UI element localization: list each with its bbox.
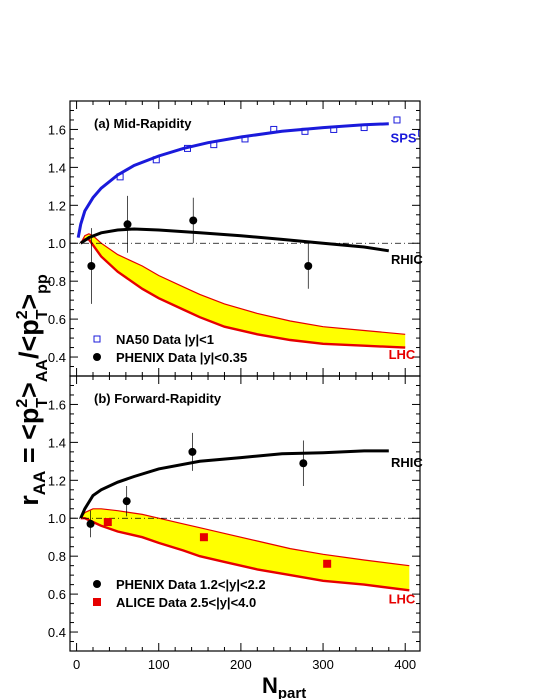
legend-entry: PHENIX Data |y|<0.35 [116, 350, 247, 365]
curve-label-rhic: RHIC [391, 252, 423, 267]
panel-title: (b) Forward-Rapidity [94, 391, 222, 406]
data-point-circle [304, 262, 313, 270]
legend-entry: PHENIX Data 1.2<|y|<2.2 [116, 577, 266, 592]
panel-mid-rapidity [69, 100, 421, 377]
curve-label-lhc: LHC [389, 347, 416, 362]
y-tick-label: 1.0 [48, 511, 66, 526]
data-point-circle [189, 216, 198, 225]
data-point-circle [87, 262, 96, 270]
data-point-square-open [270, 125, 278, 133]
lhc-band [80, 233, 406, 348]
lhc-band-upper-edge [80, 508, 410, 567]
legend-marker [93, 580, 101, 588]
y-tick-label: 1.4 [48, 435, 66, 450]
data-point-circle [299, 459, 308, 468]
panel-title: (a) Mid-Rapidity [94, 116, 192, 131]
y-tick-label: 1.4 [48, 160, 66, 175]
legend-marker [93, 335, 101, 343]
data-point-square-open [183, 144, 191, 152]
y-tick-label: 0.6 [48, 587, 66, 602]
panel-frame [69, 375, 421, 652]
y-tick-label: 1.6 [48, 122, 66, 137]
panel-forward-rapidity [69, 375, 421, 652]
y-tick-label: 0.4 [48, 350, 66, 365]
data-point-square [199, 533, 208, 542]
data-point-square-open [116, 173, 124, 181]
x-tick-label: 200 [230, 657, 252, 672]
data-point-square-open [152, 156, 160, 164]
curve-label-sps: SPS [391, 131, 417, 146]
data-point-square-open [393, 116, 401, 124]
y-tick-label: 0.6 [48, 312, 66, 327]
data-point-circle [122, 497, 131, 506]
data-point-circle [188, 447, 197, 456]
x-tick-label: 0 [73, 657, 80, 672]
data-point-square [323, 559, 332, 568]
data-point-circle [123, 220, 132, 229]
legend-entry: ALICE Data 2.5<|y|<4.0 [116, 595, 256, 610]
plot-area [70, 432, 420, 592]
rhic-curve [79, 227, 390, 253]
legend-marker [93, 353, 101, 361]
x-tick-label: 300 [312, 657, 334, 672]
legend-entry: NA50 Data |y|<1 [116, 332, 214, 347]
x-axis-label: Npart [262, 673, 306, 699]
lhc-band-upper-edge [80, 233, 406, 335]
y-tick-label: 0.8 [48, 549, 66, 564]
rhic-curve [79, 449, 389, 519]
x-tick-label: 100 [148, 657, 170, 672]
data-point-square-open [418, 129, 420, 137]
y-tick-label: 0.8 [48, 274, 66, 289]
lhc-band [80, 508, 410, 591]
data-point-square-open [241, 135, 249, 143]
y-tick-label: 1.6 [48, 397, 66, 412]
y-axis-label: rAA = <p2 T>AA/<p2 T>pp [14, 274, 51, 506]
y-tick-label: 0.4 [48, 625, 66, 640]
lhc-band-lower-edge [79, 238, 406, 349]
curve-label-rhic: RHIC [391, 455, 423, 470]
data-point-square-open [360, 124, 368, 132]
data-point-circle [86, 519, 95, 528]
y-tick-label: 1.0 [48, 236, 66, 251]
data-point-square [103, 518, 112, 527]
data-point-square-open [301, 127, 309, 135]
y-tick-label: 1.2 [48, 198, 66, 213]
sps-curve [76, 122, 389, 238]
legend-marker [93, 598, 101, 606]
data-point-square-open [210, 141, 218, 149]
data-point-square-open [330, 125, 338, 133]
x-tick-label: 400 [394, 657, 416, 672]
plot-area [70, 116, 420, 349]
curve-label-lhc: LHC [389, 592, 416, 607]
y-tick-label: 1.2 [48, 473, 66, 488]
